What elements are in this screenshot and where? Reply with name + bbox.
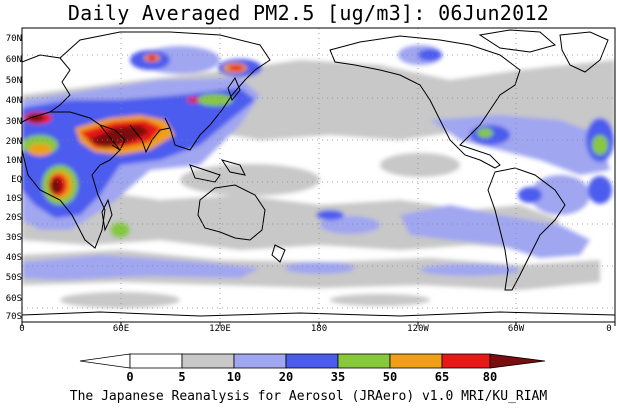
colorbar-segment-white xyxy=(79,353,131,369)
colorbar-label-10: 10 xyxy=(226,370,242,384)
colorbar-label-5: 5 xyxy=(178,370,186,384)
lat-label-60s: 60S xyxy=(5,294,22,304)
lon-label-180: 180 xyxy=(310,324,328,334)
lat-label-50n: 50N xyxy=(5,76,22,86)
colorbar-segment-10 xyxy=(233,353,287,369)
colorbar xyxy=(79,353,546,369)
lat-label-50s: 50S xyxy=(5,273,22,283)
colorbar-label-20: 20 xyxy=(278,370,294,384)
lat-label-20n: 20N xyxy=(5,137,22,147)
lon-label-60e: 60E xyxy=(112,324,130,334)
lat-label-40n: 40N xyxy=(5,96,22,106)
lat-label-10n: 10N xyxy=(5,156,22,166)
footer-credit: The Japanese Reanalysis for Aerosol (JRA… xyxy=(69,389,548,404)
lat-label-eq: EQ xyxy=(11,175,22,185)
colorbar-label-80: 80 xyxy=(482,370,498,384)
lat-label-70s: 70S xyxy=(5,312,22,322)
colorbar-segment-50 xyxy=(389,353,443,369)
lon-label-120e: 120E xyxy=(209,324,231,334)
lon-label-0-right: 0 xyxy=(606,324,612,334)
axis-ticks xyxy=(21,322,616,326)
concentration-field xyxy=(22,28,615,322)
map-title: Daily Averaged PM2.5 [ug/m3]: 06Jun2012 xyxy=(67,1,550,25)
lat-label-30n: 30N xyxy=(5,117,22,127)
coastlines xyxy=(22,29,615,317)
colorbar-segment-5 xyxy=(181,353,235,369)
lat-label-20s: 20S xyxy=(5,213,22,223)
lat-label-10s: 10S xyxy=(5,194,22,204)
colorbar-segment-80 xyxy=(489,353,546,369)
lon-label-120w: 120W xyxy=(407,324,429,334)
colorbar-label-35: 35 xyxy=(330,370,346,384)
colorbar-segment-65 xyxy=(441,353,491,369)
colorbar-label-50: 50 xyxy=(382,370,398,384)
graticule xyxy=(22,28,615,322)
colorbar-segment-20 xyxy=(285,353,339,369)
colorbar-segment-35 xyxy=(337,353,391,369)
colorbar-label-65: 65 xyxy=(434,370,450,384)
lat-label-70n: 70N xyxy=(5,34,22,44)
lat-label-30s: 30S xyxy=(5,233,22,243)
lat-label-60n: 60N xyxy=(5,55,22,65)
lon-label-60w: 60W xyxy=(507,324,525,334)
lon-label-0-left: 0 xyxy=(19,324,25,334)
colorbar-segment-0 xyxy=(129,353,183,369)
lat-label-40s: 40S xyxy=(5,253,22,263)
colorbar-label-0: 0 xyxy=(126,370,134,384)
